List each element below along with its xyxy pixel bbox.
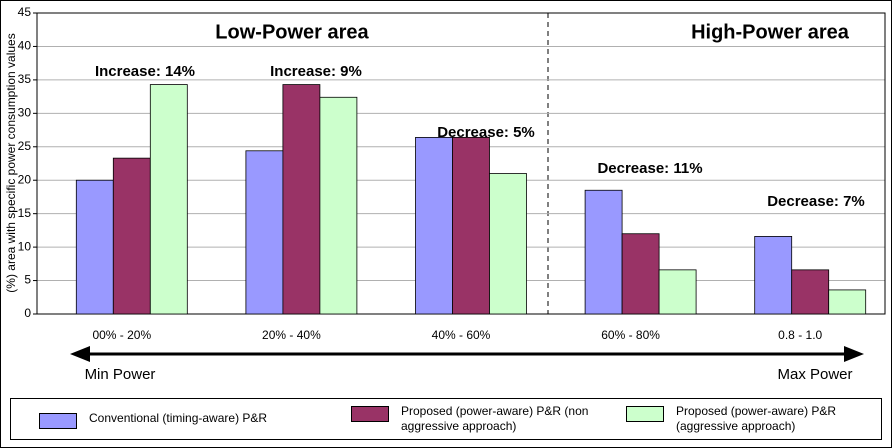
legend-label: Proposed (power-aware) P&R (non aggressi… <box>401 404 589 433</box>
legend-item: Proposed (power-aware) P&R (non aggressi… <box>351 404 591 434</box>
annotation: Decrease: 7% <box>767 193 865 210</box>
legend-label: Conventional (timing-aware) P&R <box>89 411 268 425</box>
annotation: Low-Power area <box>215 21 369 43</box>
arrow-label: Max Power <box>777 366 852 383</box>
y-tick-label: 35 <box>18 72 32 86</box>
x-tick-label: 60% - 80% <box>601 328 660 342</box>
y-tick-label: 0 <box>24 306 31 320</box>
arrow-label: Min Power <box>85 366 156 383</box>
legend: Conventional (timing-aware) P&R Proposed … <box>10 398 882 440</box>
legend-swatch <box>39 413 77 429</box>
bar <box>621 233 660 315</box>
annotation: High-Power area <box>691 21 850 43</box>
annotation: Increase: 14% <box>95 63 195 80</box>
bar <box>319 96 358 315</box>
y-tick-label: 10 <box>18 239 32 253</box>
bar <box>791 269 830 315</box>
bar <box>149 84 188 315</box>
x-tick-label: 20% - 40% <box>262 328 321 342</box>
y-tick-label: 20 <box>18 172 32 186</box>
bar <box>828 289 867 315</box>
x-tick-label: 40% - 60% <box>432 328 491 342</box>
legend-label: Proposed (power-aware) P&R (aggressive a… <box>676 404 837 433</box>
x-tick-label: 0.8 - 1.0 <box>778 328 822 342</box>
bar <box>754 236 793 315</box>
annotation: Increase: 9% <box>270 63 362 80</box>
bar <box>584 189 623 315</box>
legend-swatch <box>351 406 389 422</box>
y-tick-label: 30 <box>18 106 32 120</box>
bar <box>415 137 453 315</box>
y-tick-label: 40 <box>18 39 32 53</box>
y-tick-label: 15 <box>18 206 32 220</box>
bar <box>282 84 321 315</box>
y-tick-label: 25 <box>18 139 32 153</box>
x-tick-label: 00% - 20% <box>92 328 151 342</box>
y-axis-label: (%) area with specific power consumption… <box>4 33 18 292</box>
bar <box>658 269 697 315</box>
annotation: Decrease: 5% <box>437 124 535 141</box>
arrow <box>70 346 864 362</box>
legend-item: Proposed (power-aware) P&R (aggressive a… <box>626 404 846 434</box>
bar <box>245 150 284 315</box>
bar <box>489 173 527 315</box>
bar <box>112 157 151 315</box>
legend-swatch <box>626 406 664 422</box>
bar <box>452 137 490 315</box>
y-tick-label: 5 <box>24 273 31 287</box>
bar <box>75 179 114 315</box>
annotation: Decrease: 11% <box>597 160 702 177</box>
y-tick-label: 45 <box>18 5 32 19</box>
legend-item: Conventional (timing-aware) P&R <box>39 411 299 429</box>
